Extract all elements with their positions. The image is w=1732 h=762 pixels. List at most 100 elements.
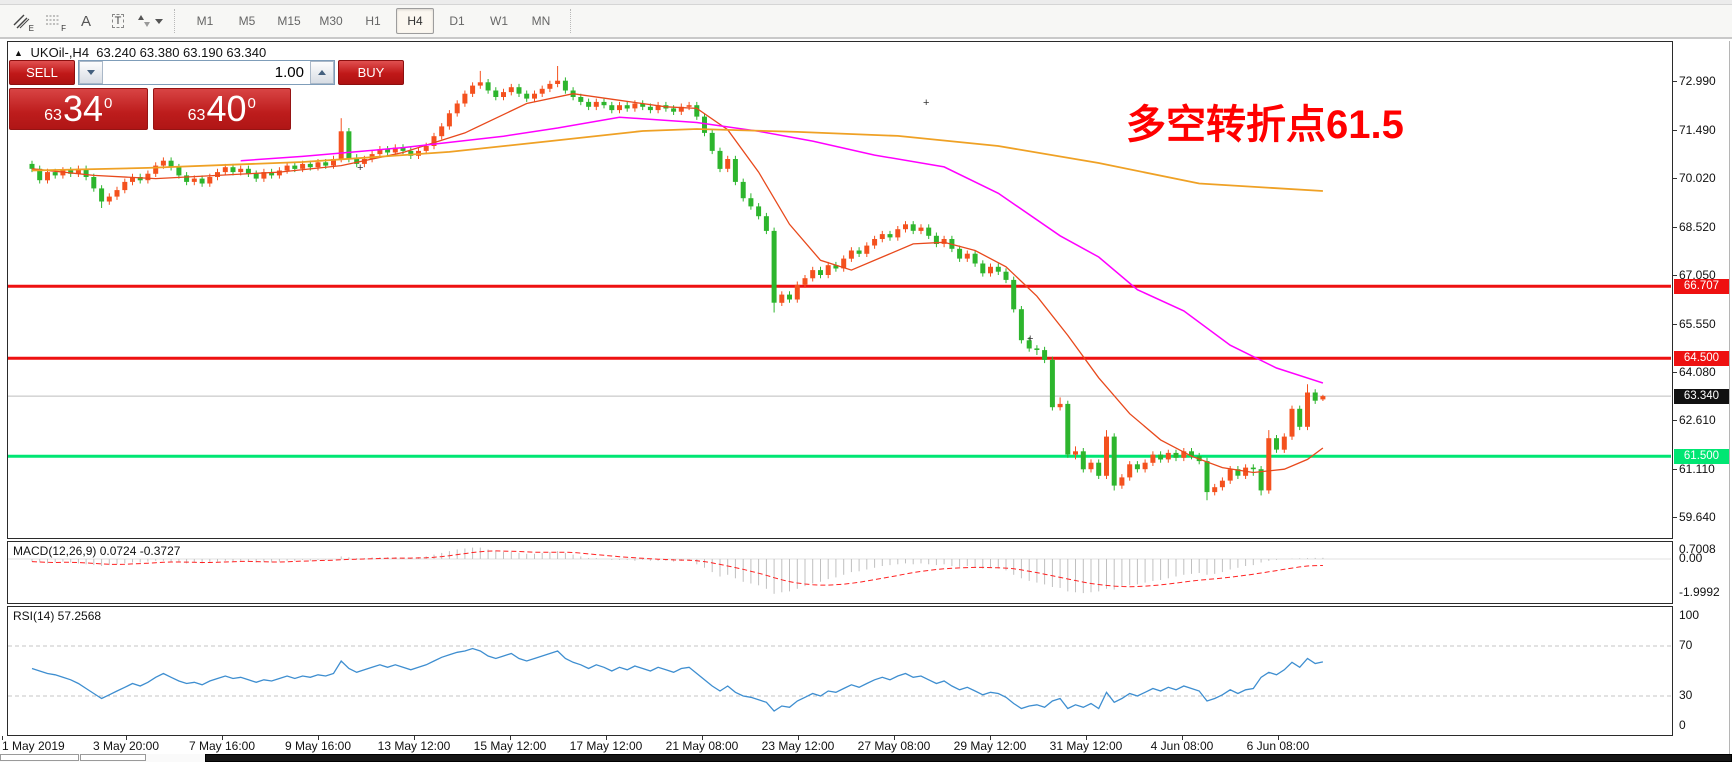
- fibonacci-tool-icon[interactable]: F: [40, 8, 68, 34]
- time-axis-label: 7 May 16:00: [188, 739, 256, 753]
- price-axis-label: 68.520: [1679, 219, 1716, 234]
- rsi-panel[interactable]: RSI(14) 57.2568: [7, 606, 1673, 736]
- time-axis-tick: [1086, 736, 1087, 740]
- time-axis-label: 31 May 12:00: [1049, 739, 1123, 753]
- sell-price-small: 63: [44, 107, 62, 124]
- price-line-badge: 63.340: [1674, 389, 1729, 405]
- buy-price-display[interactable]: 63 40 0: [152, 88, 291, 130]
- caret-down-icon: [87, 70, 95, 75]
- tf-button-m1[interactable]: M1: [196, 14, 214, 28]
- buy-price-big: 40: [206, 88, 247, 129]
- window-top-strip: [0, 0, 1732, 5]
- volume-decrease-button[interactable]: [79, 61, 103, 84]
- arrows-tool-icon[interactable]: [136, 8, 164, 34]
- tf-button-m15[interactable]: M15: [277, 14, 301, 28]
- tf-button-d1[interactable]: D1: [449, 14, 465, 28]
- main-chart-svg[interactable]: + + +: [8, 42, 1672, 538]
- price-axis-label: 72.990: [1679, 74, 1716, 88]
- time-axis-tick: [894, 736, 895, 740]
- equidistant-channel-tool-icon[interactable]: E: [8, 8, 36, 34]
- time-axis-tick: [510, 736, 511, 740]
- volume-spinner: [78, 60, 335, 85]
- text-tool-glyph: T: [111, 14, 125, 28]
- text-label-tool-icon[interactable]: A: [80, 12, 91, 30]
- tf-button-mn[interactable]: MN: [531, 14, 551, 28]
- price-axis-label: 59.640: [1679, 509, 1716, 524]
- horizontal-scrollbar[interactable]: [0, 754, 1732, 762]
- tool-sub-label: E: [28, 24, 34, 33]
- time-axis-label: 3 May 20:00: [92, 739, 160, 753]
- rsi-axis-label: 100: [1679, 608, 1700, 622]
- time-axis-tick: [414, 736, 415, 740]
- time-axis-tick: [990, 736, 991, 740]
- price-axis-tick: [1673, 323, 1677, 325]
- tool-sub-label: F: [61, 24, 66, 33]
- price-axis-tick: [1673, 226, 1677, 228]
- price-line-badge: 66.707: [1674, 279, 1729, 295]
- time-axis-tick: [126, 736, 127, 740]
- time-axis-label: 1 May 2019: [2, 739, 65, 753]
- sell-price-sup: 0: [104, 95, 113, 112]
- price-axis-tick: [1673, 81, 1677, 82]
- time-axis-tick: [318, 736, 319, 740]
- price-axis-label: 65.550: [1679, 316, 1716, 331]
- time-axis-label: 21 May 08:00: [665, 739, 739, 753]
- time-axis-tick: [606, 736, 607, 740]
- scrollbar-left-box2: [80, 754, 146, 761]
- symbol-arrow-icon: ▲: [14, 48, 23, 58]
- volume-input[interactable]: [103, 61, 310, 84]
- tf-button-h1[interactable]: H1: [365, 14, 381, 28]
- price-axis-tick: [1673, 274, 1677, 276]
- buy-button[interactable]: BUY: [338, 60, 404, 85]
- price-line-badge: 64.500: [1674, 351, 1729, 367]
- volume-increase-button[interactable]: [310, 61, 334, 84]
- time-axis-tick: [702, 736, 703, 740]
- one-click-trading-panel: SELL BUY 63 34 0 63 40 0: [9, 60, 404, 130]
- buy-price-small: 63: [187, 107, 206, 124]
- tf-button-h4-active[interactable]: H4: [396, 8, 434, 34]
- time-axis-label: 13 May 12:00: [377, 739, 451, 753]
- tf-button-m30[interactable]: M30: [319, 14, 343, 28]
- macd-panel[interactable]: MACD(12,26,9) 0.0724 -0.3727: [7, 541, 1673, 604]
- toolbar: E F A T M1 M5 M15 M30 H1 H4 D1 W: [0, 5, 1732, 39]
- price-line-badge: 61.500: [1674, 449, 1729, 465]
- ohlc-values: 63.240 63.380 63.190 63.340: [96, 45, 267, 60]
- dropdown-caret-icon: [155, 18, 163, 24]
- window-right-border: [1729, 41, 1730, 762]
- macd-axis-label: -1.9992: [1679, 585, 1720, 599]
- price-axis-tick: [1673, 371, 1677, 373]
- time-axis-label: 29 May 12:00: [953, 739, 1027, 753]
- price-axis-tick: [1673, 468, 1677, 470]
- time-axis-tick: [222, 736, 223, 740]
- price-axis-label: 61.110: [1679, 461, 1715, 476]
- tf-button-m5[interactable]: M5: [238, 14, 256, 28]
- time-axis-tick: [2, 736, 3, 740]
- time-axis-label: 23 May 12:00: [761, 739, 835, 753]
- tf-button-w1[interactable]: W1: [490, 14, 508, 28]
- price-axis-label: 67.050: [1679, 267, 1716, 282]
- time-axis-label: 17 May 12:00: [569, 739, 643, 753]
- time-axis-label: 6 Jun 08:00: [1246, 739, 1310, 753]
- price-axis-tick: [1673, 177, 1677, 179]
- sell-price-display[interactable]: 63 34 0: [9, 88, 148, 130]
- price-axis-label: 70.020: [1679, 170, 1716, 185]
- svg-text:+: +: [1027, 333, 1033, 345]
- macd-svg: [8, 547, 1671, 594]
- rsi-axis-label: 0: [1679, 718, 1686, 732]
- price-axis[interactable]: 72.990 71.490 70.020 68.520 67.050 65.550 64.0…: [1673, 41, 1732, 762]
- text-tool-icon[interactable]: T: [104, 8, 132, 34]
- time-axis-tick: [1182, 736, 1183, 740]
- sell-price-big: 34: [62, 88, 103, 129]
- sell-button[interactable]: SELL: [9, 60, 75, 85]
- scrollbar-thumb[interactable]: [205, 754, 1732, 762]
- time-axis[interactable]: 1 May 2019 3 May 20:00 7 May 16:00 9 May 16…: [0, 736, 1732, 754]
- price-axis-tick: [1673, 419, 1677, 421]
- time-axis-label: 4 Jun 08:00: [1150, 739, 1214, 753]
- time-axis-label: 9 May 16:00: [284, 739, 352, 753]
- rsi-svg: [8, 645, 1671, 712]
- price-axis-tick: [1673, 516, 1677, 518]
- macd-axis-label: 0.00: [1679, 551, 1703, 565]
- toolbar-separator: [174, 9, 176, 33]
- price-axis-label: 64.080: [1679, 364, 1716, 379]
